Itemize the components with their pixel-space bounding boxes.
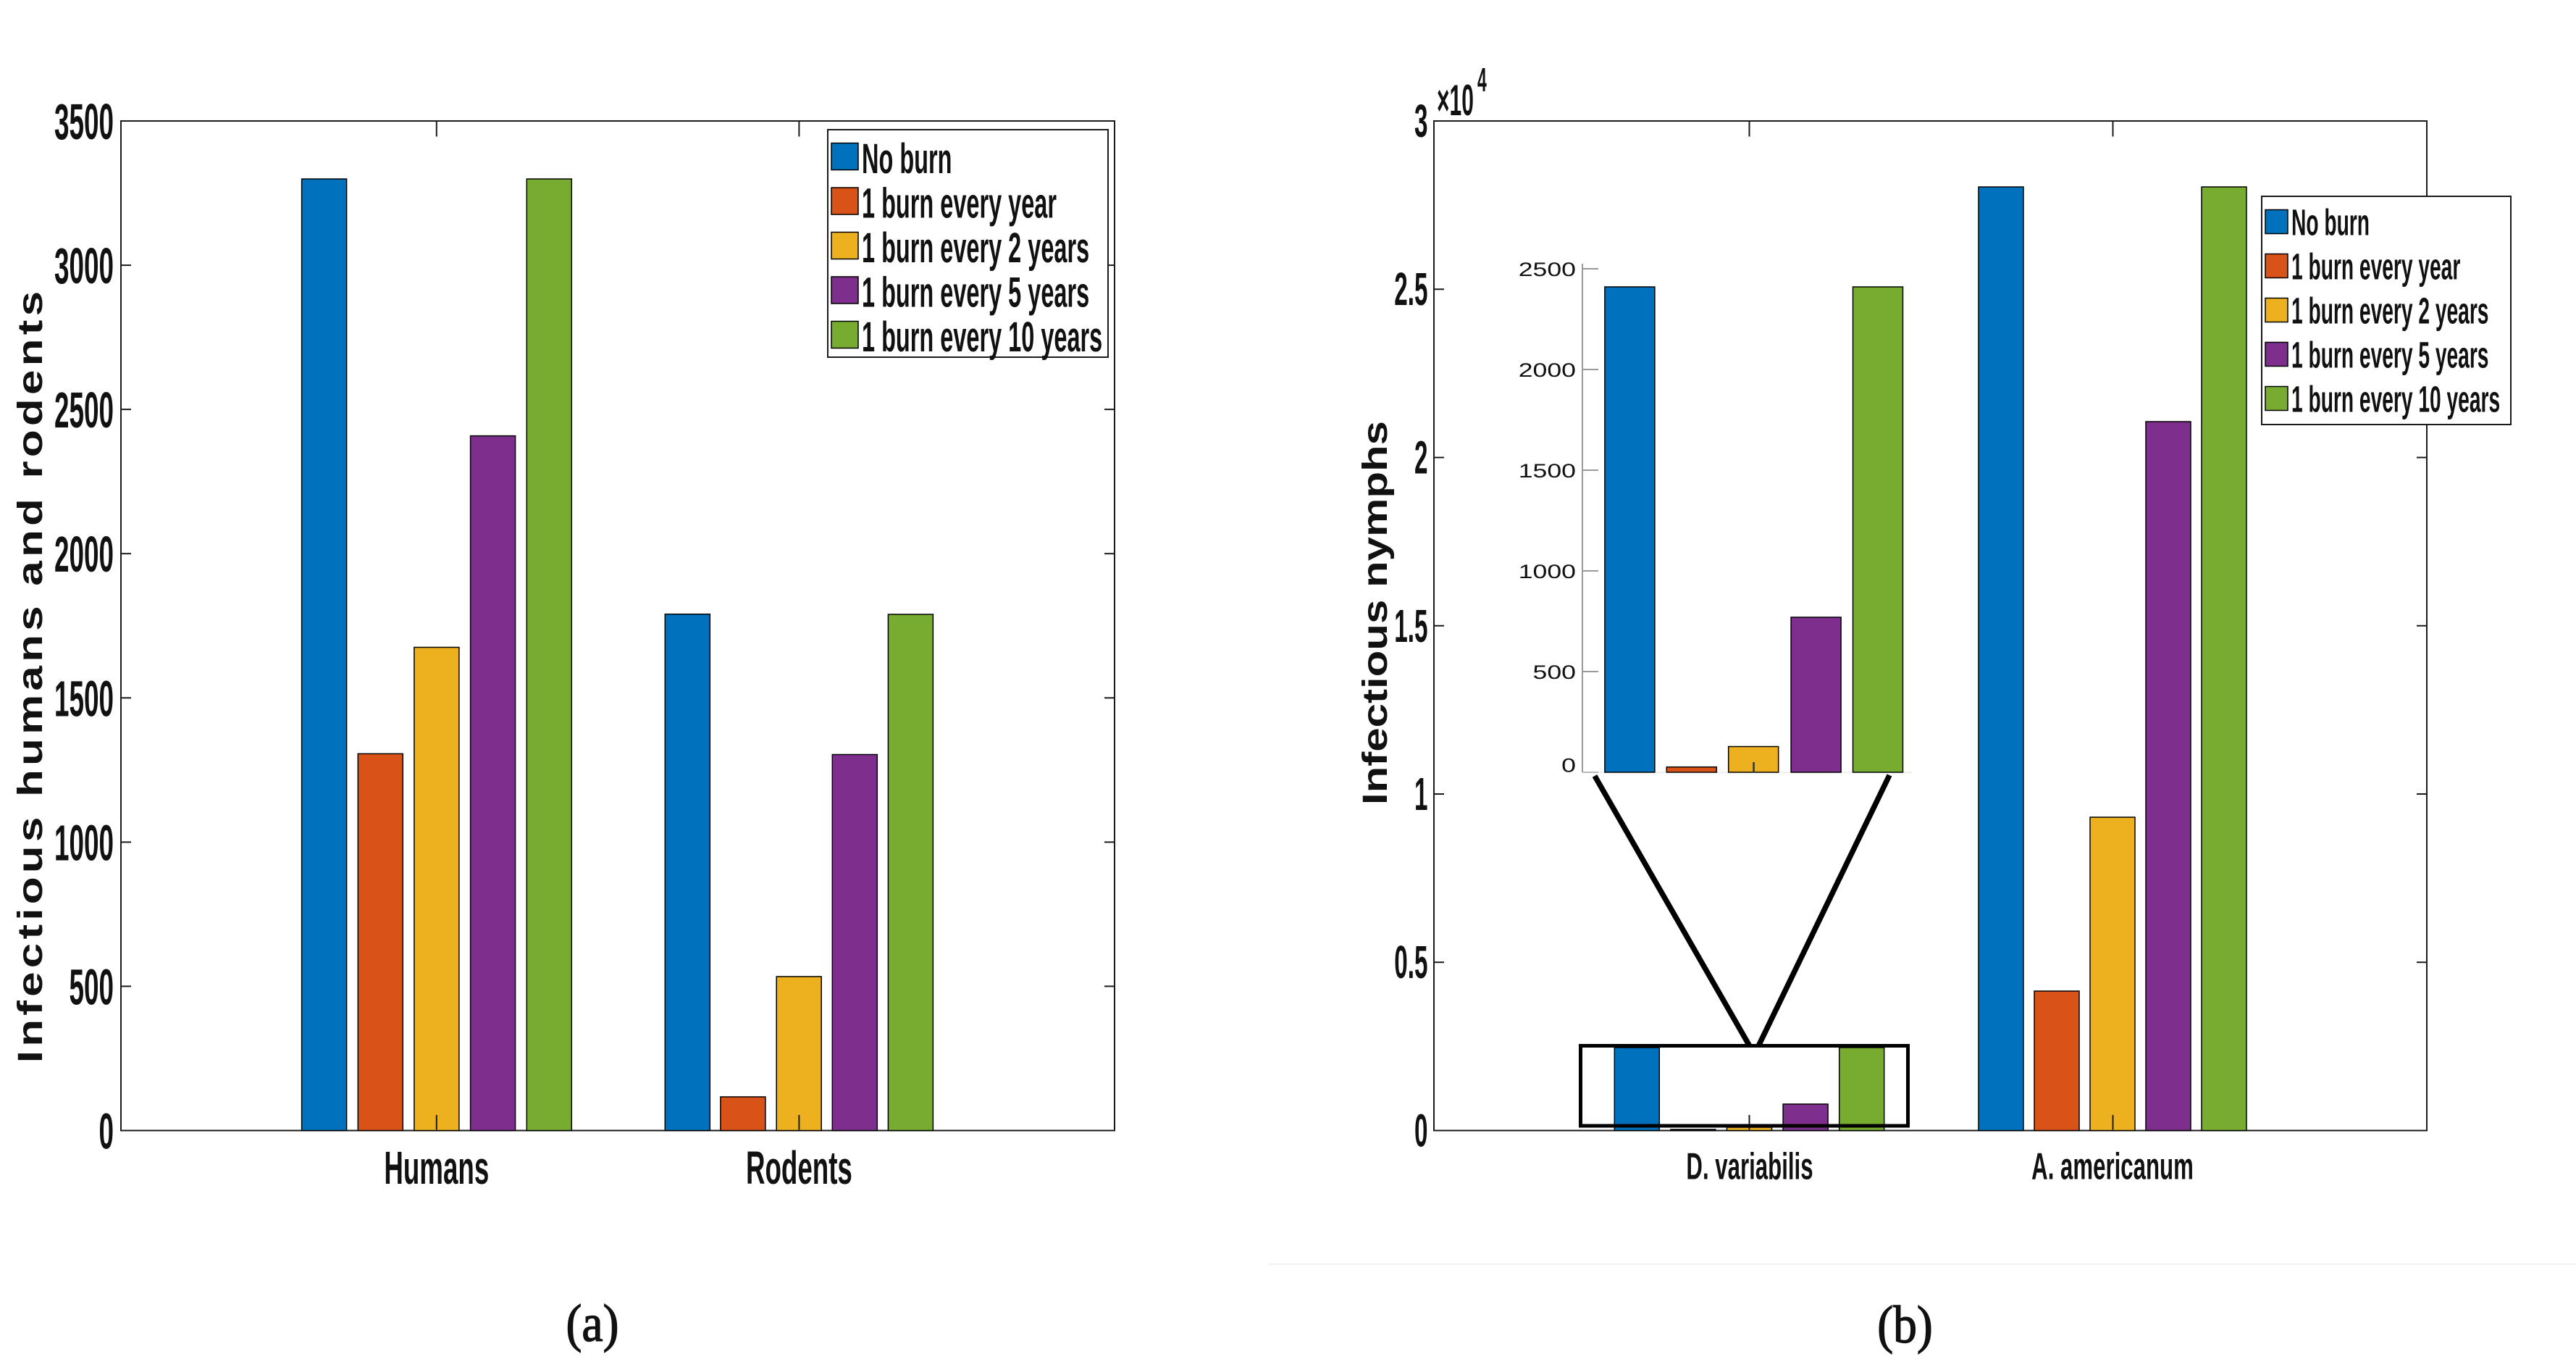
svg-text:500: 500 <box>1533 661 1576 683</box>
svg-text:2: 2 <box>1414 432 1428 484</box>
svg-text:0.5: 0.5 <box>1394 936 1427 988</box>
svg-text:No burn: No burn <box>862 135 952 182</box>
svg-text:Infectious humans and rodents: Infectious humans and rodents <box>11 288 50 1063</box>
svg-text:500: 500 <box>69 958 114 1016</box>
svg-text:2500: 2500 <box>54 381 114 438</box>
svg-text:1 burn every 2 years: 1 burn every 2 years <box>862 224 1089 271</box>
svg-text:No burn: No burn <box>2291 202 2370 243</box>
svg-text:A. americanum: A. americanum <box>2031 1145 2194 1187</box>
svg-text:2000: 2000 <box>1519 359 1576 381</box>
svg-text:0: 0 <box>1414 1105 1428 1157</box>
svg-text:×10: ×10 <box>1437 77 1474 125</box>
svg-text:1 burn every 10 years: 1 burn every 10 years <box>862 313 1102 360</box>
svg-text:0: 0 <box>1561 754 1576 777</box>
svg-text:1000: 1000 <box>1519 560 1576 582</box>
svg-text:2500: 2500 <box>1519 258 1576 280</box>
svg-text:1 burn every year: 1 burn every year <box>2291 246 2460 288</box>
svg-text:1.5: 1.5 <box>1394 600 1427 652</box>
svg-text:1 burn every 5 years: 1 burn every 5 years <box>2291 335 2488 376</box>
svg-text:Infectious nymphs: Infectious nymphs <box>1356 421 1395 805</box>
svg-text:1500: 1500 <box>1519 459 1576 482</box>
svg-text:1500: 1500 <box>54 669 114 727</box>
svg-text:Rodents: Rodents <box>746 1143 852 1195</box>
svg-text:D. variabilis: D. variabilis <box>1686 1145 1813 1187</box>
svg-text:1 burn every 2 years: 1 burn every 2 years <box>2291 291 2488 332</box>
svg-text:3500: 3500 <box>54 93 114 150</box>
svg-text:1 burn every year: 1 burn every year <box>862 179 1057 226</box>
svg-text:2.5: 2.5 <box>1394 263 1427 315</box>
svg-text:1: 1 <box>1414 768 1428 820</box>
svg-text:4: 4 <box>1477 61 1487 99</box>
svg-text:(b): (b) <box>1877 1296 1933 1355</box>
svg-text:0: 0 <box>98 1103 114 1160</box>
svg-text:2000: 2000 <box>54 525 114 582</box>
svg-text:1000: 1000 <box>54 814 114 872</box>
svg-text:3: 3 <box>1414 95 1428 147</box>
svg-text:Humans: Humans <box>384 1143 489 1195</box>
svg-text:3000: 3000 <box>54 237 114 294</box>
svg-text:1 burn every 10 years: 1 burn every 10 years <box>2291 379 2500 420</box>
svg-text:1 burn every 5 years: 1 burn every 5 years <box>862 268 1089 315</box>
svg-text:(a): (a) <box>566 1295 619 1353</box>
